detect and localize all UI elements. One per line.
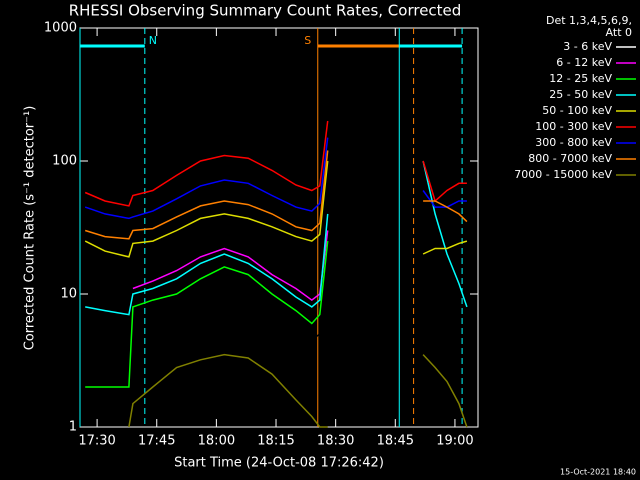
legend-label: 50 - 100 keV <box>542 104 612 117</box>
legend-label: 100 - 300 keV <box>535 120 612 133</box>
x-tick-label: 19:00 <box>436 434 473 449</box>
x-tick-label: 18:30 <box>317 434 354 449</box>
legend-label: 12 - 25 keV <box>549 72 612 85</box>
series-line <box>84 160 329 258</box>
series-line <box>422 240 468 255</box>
interval-label: N <box>149 34 157 47</box>
x-tick-label: 18:45 <box>377 434 414 449</box>
series-line <box>422 160 467 203</box>
legend-label: 25 - 50 keV <box>549 88 612 101</box>
chart-title: RHESSI Observing Summary Count Rates, Co… <box>69 2 462 20</box>
y-tick-label: 10 <box>60 287 77 302</box>
series-line <box>85 241 329 388</box>
legend-header: Att 0 <box>606 26 632 39</box>
legend-label: 7000 - 15000 keV <box>514 168 612 181</box>
series-line <box>85 213 329 316</box>
plot-frame <box>79 27 479 428</box>
series-line <box>422 160 468 308</box>
series-line <box>423 200 468 223</box>
series-line <box>84 137 329 220</box>
x-tick-label: 17:45 <box>138 434 175 449</box>
y-tick-label: 100 <box>52 154 77 169</box>
series-line <box>84 150 329 240</box>
series-line <box>422 354 468 428</box>
footer: 15-Oct-2021 18:40 <box>560 468 636 477</box>
y-axis-label: Corrected Count Rate (s⁻¹ detector⁻¹) <box>23 106 38 351</box>
x-tick-label: 18:15 <box>257 434 294 449</box>
legend-header: Det 1,3,4,5,6,9, <box>546 14 632 27</box>
series-line <box>132 270 329 341</box>
series-line <box>132 230 329 302</box>
legend-label: 300 - 800 keV <box>535 136 612 149</box>
interval-label: S <box>304 34 311 47</box>
series-line <box>84 120 329 207</box>
legend-label: 3 - 6 keV <box>563 40 612 53</box>
x-tick-label: 18:00 <box>198 434 235 449</box>
y-tick-label: 1 <box>69 420 77 435</box>
series-line <box>128 353 328 428</box>
legend-label: 6 - 12 keV <box>556 56 612 69</box>
x-axis-label: Start Time (24-Oct-08 17:26:42) <box>174 456 384 471</box>
y-tick-label: 1000 <box>44 21 77 36</box>
legend-label: 800 - 7000 keV <box>528 152 612 165</box>
x-tick-label: 17:30 <box>78 434 115 449</box>
